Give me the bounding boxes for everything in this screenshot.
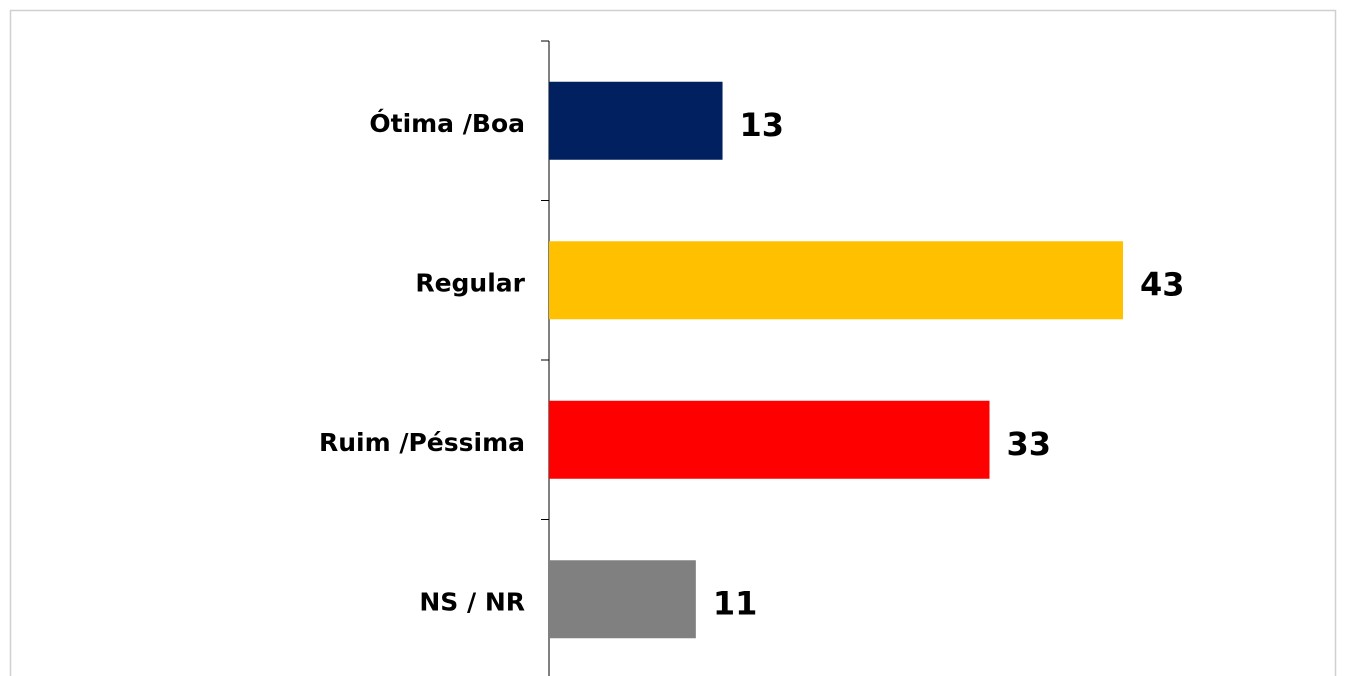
bar	[549, 400, 990, 479]
bar	[549, 560, 696, 639]
bar	[549, 241, 1123, 320]
chart-frame	[9, 9, 1337, 676]
value-label: 13	[740, 106, 785, 144]
value-label: 11	[713, 584, 758, 622]
category-label: NS / NR	[419, 587, 525, 616]
bar	[549, 81, 723, 160]
category-label: Ótima /Boa	[369, 108, 525, 138]
value-label: 43	[1140, 265, 1185, 303]
value-label: 33	[1007, 425, 1052, 463]
category-label: Regular	[415, 268, 525, 297]
category-label: Ruim /Péssima	[319, 428, 525, 457]
